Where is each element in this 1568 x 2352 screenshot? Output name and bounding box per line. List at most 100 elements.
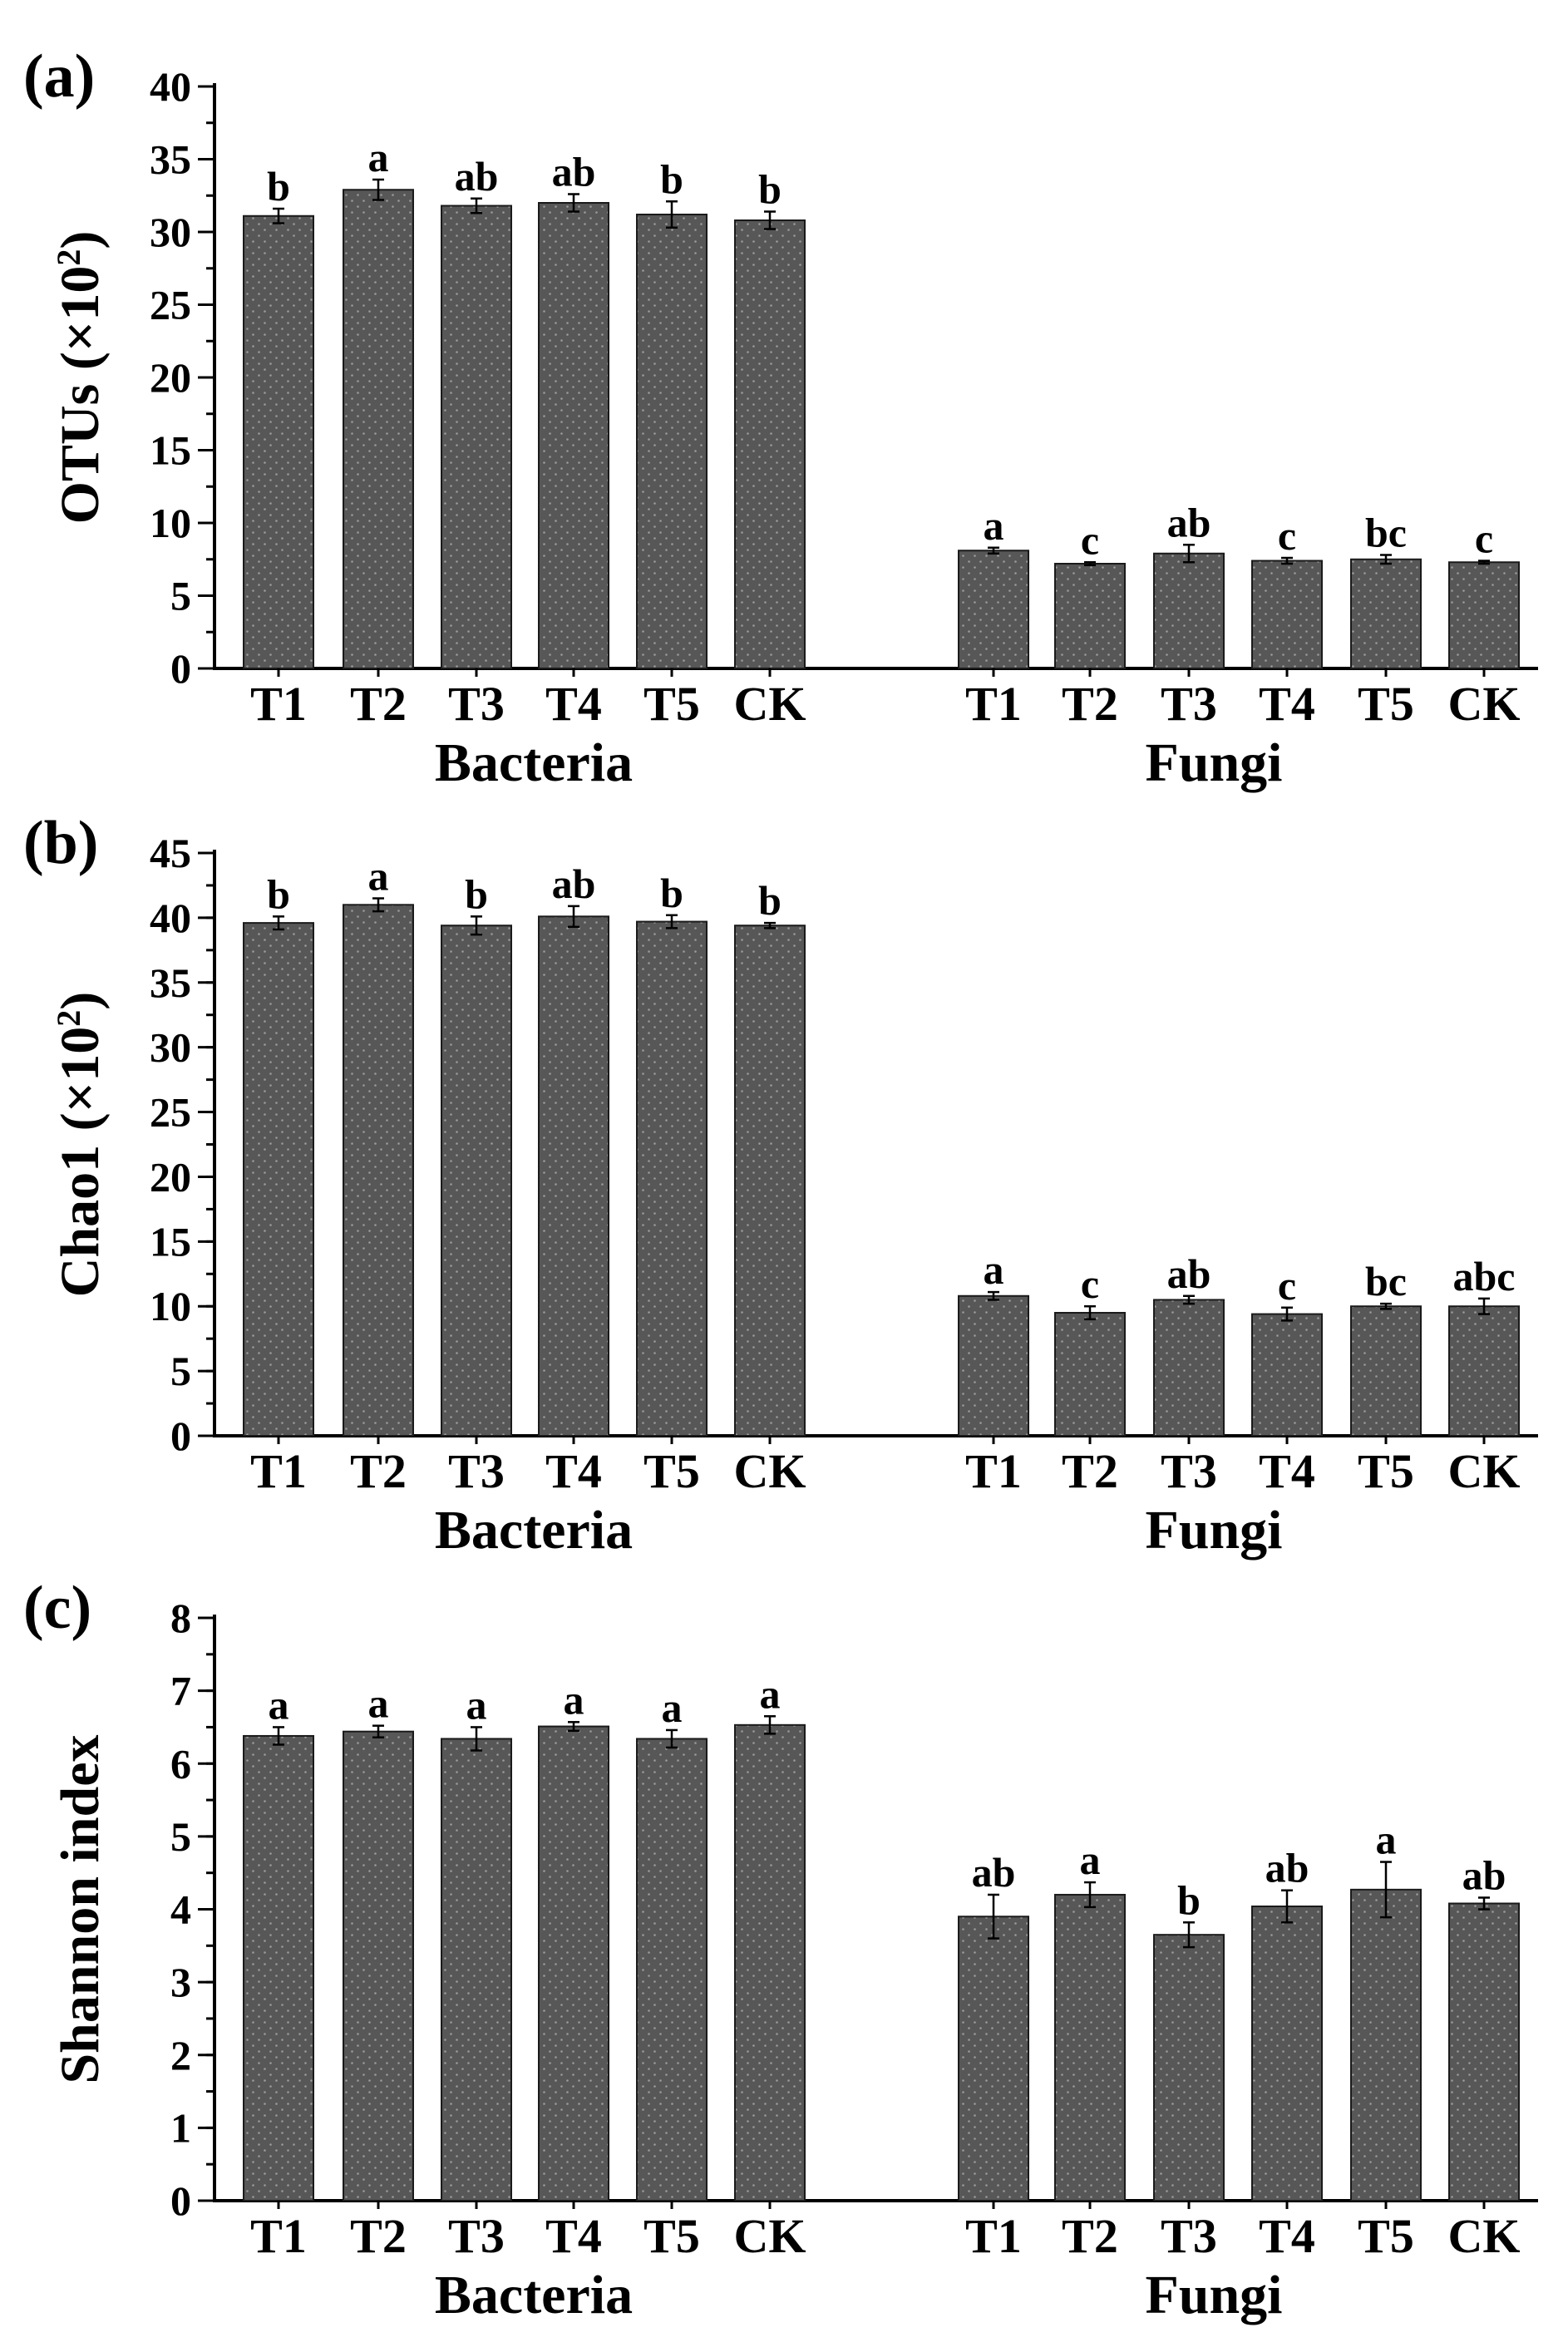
x-category-label: CK <box>1448 2209 1521 2263</box>
series-bacteria: b T1 a T2 ab T3 ab T4 b T5 b CK Bacteria <box>243 134 806 793</box>
x-category-label: T2 <box>350 677 407 731</box>
x-category-label: T3 <box>1161 677 1217 731</box>
significance-letter: c <box>1278 1262 1296 1309</box>
significance-letter: ab <box>1167 1250 1211 1297</box>
bar-bacteria-t1 <box>243 214 314 669</box>
significance-letter: b <box>758 877 782 924</box>
bar-bacteria-t4 <box>538 1725 609 2202</box>
x-category-label: T5 <box>643 677 700 731</box>
bar-fungi-t5 <box>1350 558 1422 669</box>
y-tick-label: 15 <box>150 427 191 474</box>
y-tick-label: 15 <box>150 1218 191 1265</box>
significance-letter: c <box>1475 515 1493 562</box>
bar-fungi-t2 <box>1054 1893 1126 2202</box>
y-tick-label: 0 <box>170 645 191 692</box>
x-category-label: CK <box>734 677 806 731</box>
y-tick-label: 5 <box>170 1348 191 1394</box>
x-category-label: T3 <box>1161 2209 1217 2263</box>
y-tick-label: 5 <box>170 1813 191 1860</box>
x-category-label: T3 <box>448 677 505 731</box>
group-label-bacteria: Bacteria <box>435 1500 633 1561</box>
significance-letter: a <box>1080 1837 1101 1883</box>
bar-bacteria-ck <box>734 219 806 669</box>
bar-bacteria-t3 <box>441 205 512 669</box>
significance-letter: a <box>368 134 389 180</box>
series-bacteria: b T1 a T2 b T3 ab T4 b T5 b CK Bacteria <box>243 853 806 1561</box>
series-fungi: a T1 c T2 ab T3 c T4 bc T5 abc CK Fungi <box>958 1246 1521 1561</box>
significance-letter: ab <box>455 153 499 200</box>
bar-bacteria-t4 <box>538 202 609 669</box>
panel-label: (a) <box>23 42 95 111</box>
bar-bacteria-t5 <box>636 920 708 1437</box>
y-tick-label: 5 <box>170 573 191 619</box>
bar-bacteria-ck <box>734 1723 806 2202</box>
series-bacteria: a T1 a T2 a T3 a T4 a T5 a CK Bacteria <box>243 1670 806 2325</box>
chart-panel-3: (c) Shannon index 0 1 2 3 4 5 6 7 8 a T1 a T2 a T3 a T4 a T5… <box>23 1574 1538 2325</box>
y-axis-title: Shannon index <box>50 1734 111 2083</box>
significance-letter: b <box>660 155 683 202</box>
bar-bacteria-t3 <box>441 925 512 1437</box>
bar-fungi-t2 <box>1054 563 1126 669</box>
x-category-label: CK <box>1448 677 1521 731</box>
y-tick-label: 40 <box>150 895 191 941</box>
bar-fungi-t4 <box>1251 560 1323 669</box>
bar-fungi-t2 <box>1054 1312 1126 1437</box>
significance-letter: b <box>660 870 683 916</box>
x-category-label: T2 <box>350 2209 407 2263</box>
y-tick-label: 7 <box>170 1668 191 1714</box>
significance-letter: c <box>1081 1260 1099 1307</box>
significance-letter: bc <box>1365 510 1407 556</box>
y-tick-label: 2 <box>170 2032 191 2078</box>
significance-letter: a <box>269 1681 289 1728</box>
y-tick-label: 30 <box>150 1024 191 1071</box>
bar-fungi-t3 <box>1153 1934 1225 2202</box>
x-category-label: T4 <box>545 2209 602 2263</box>
y-tick-label: 35 <box>150 959 191 1006</box>
y-tick-label: 3 <box>170 1959 191 2005</box>
x-category-label: T1 <box>250 677 307 731</box>
y-tick-label: 25 <box>150 1089 191 1136</box>
y-tick-label: 20 <box>150 1153 191 1200</box>
bar-fungi-ck <box>1448 561 1520 669</box>
y-axis-title: Chao1 (×102) <box>50 992 111 1297</box>
y-tick-label: 0 <box>170 2177 191 2224</box>
x-category-label: T4 <box>1259 1444 1315 1498</box>
significance-letter: ab <box>972 1849 1016 1896</box>
panel-label: (b) <box>23 809 98 877</box>
x-category-label: T3 <box>1161 1444 1217 1498</box>
x-category-label: T2 <box>1062 1444 1118 1498</box>
bar-bacteria-t3 <box>441 1738 512 2202</box>
significance-letter: ab <box>552 860 596 907</box>
chart-panel-1: (a)OTUs (×102)0510152025303540bT1aT2abT3… <box>23 42 1538 793</box>
significance-letter: b <box>1177 1876 1201 1923</box>
group-label-bacteria: Bacteria <box>435 2265 633 2325</box>
y-tick-label: 8 <box>170 1595 191 1641</box>
significance-letter: c <box>1081 516 1099 563</box>
y-tick-label: 0 <box>170 1413 191 1459</box>
significance-letter: a <box>466 1681 487 1728</box>
significance-letter: abc <box>1453 1253 1516 1299</box>
significance-letter: a <box>564 1676 584 1723</box>
x-category-label: CK <box>734 2209 806 2263</box>
bar-bacteria-ck <box>734 925 806 1437</box>
bar-bacteria-t1 <box>243 922 314 1437</box>
bar-fungi-t3 <box>1153 552 1225 669</box>
x-category-label: T2 <box>350 1444 407 1498</box>
x-category-label: T5 <box>1358 2209 1414 2263</box>
x-category-label: T4 <box>1259 2209 1315 2263</box>
x-category-label: T5 <box>1358 677 1414 731</box>
x-category-label: T4 <box>545 677 602 731</box>
bar-bacteria-t4 <box>538 915 609 1437</box>
bar-bacteria-t5 <box>636 214 708 669</box>
bar-bacteria-t1 <box>243 1734 314 2202</box>
series-fungi: ab T1 a T2 b T3 ab T4 a T5 ab CK Fungi <box>958 1817 1521 2325</box>
x-category-label: T5 <box>643 2209 700 2263</box>
bar-bacteria-t5 <box>636 1738 708 2202</box>
x-category-label: T3 <box>448 1444 505 1498</box>
x-category-label: T1 <box>965 2209 1022 2263</box>
x-category-label: CK <box>734 1444 806 1498</box>
x-category-label: T1 <box>250 2209 307 2263</box>
significance-letter: c <box>1278 512 1296 559</box>
x-category-label: T3 <box>448 2209 505 2263</box>
